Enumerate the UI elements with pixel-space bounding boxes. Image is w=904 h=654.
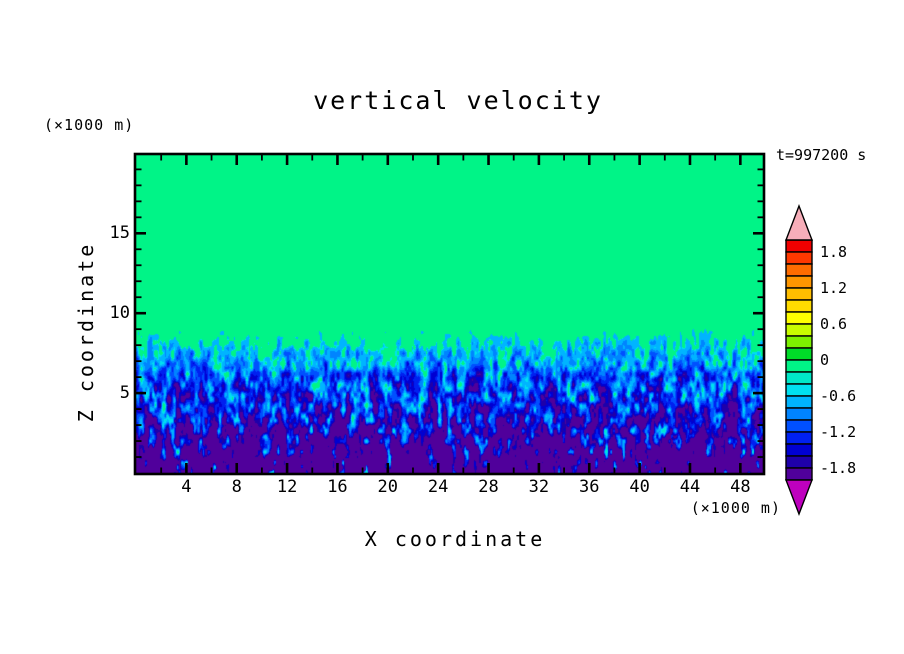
colorbar-box bbox=[785, 323, 813, 337]
x-tick-label: 40 bbox=[629, 477, 650, 497]
colorbar-box bbox=[785, 275, 813, 289]
plot-title: vertical velocity bbox=[313, 86, 603, 115]
x-tick-label: 28 bbox=[478, 477, 499, 497]
x-tick-label: 12 bbox=[276, 477, 298, 497]
x-tick-label: 20 bbox=[377, 477, 399, 497]
colorbar-box bbox=[785, 359, 813, 373]
colorbar-box bbox=[785, 287, 813, 301]
colorbar-tick-label: -1.2 bbox=[820, 423, 857, 441]
colorbar-tick-label: -0.6 bbox=[820, 387, 857, 405]
colorbar-under-arrow bbox=[784, 479, 814, 516]
colorbar-box bbox=[785, 239, 813, 253]
colorbar-tick-label: 0 bbox=[820, 351, 830, 369]
x-axis-title: X coordinate bbox=[364, 527, 546, 551]
colorbar-tick-label: -1.8 bbox=[820, 459, 857, 477]
x-tick-label: 48 bbox=[730, 477, 751, 497]
colorbar-box bbox=[785, 431, 813, 445]
colorbar-box bbox=[785, 455, 813, 469]
colorbar-box bbox=[785, 347, 813, 361]
colorbar-tick-label: 1.8 bbox=[820, 243, 848, 261]
colorbar-tick-label: 1.2 bbox=[820, 279, 848, 297]
x-tick-label: 32 bbox=[528, 477, 550, 497]
colorbar-box bbox=[785, 335, 813, 349]
colorbar-box bbox=[785, 311, 813, 325]
colorbar-box bbox=[785, 371, 813, 385]
colorbar-over-arrow bbox=[784, 204, 814, 241]
y-axis-unit-label: (×1000 m) bbox=[44, 116, 135, 134]
colorbar-box bbox=[785, 467, 813, 481]
vertical-velocity-heatmap bbox=[136, 155, 763, 473]
x-tick-label: 8 bbox=[231, 477, 242, 497]
x-axis-unit-label: (×1000 m) bbox=[690, 499, 781, 517]
x-tick-label: 24 bbox=[427, 477, 449, 497]
y-tick-label: 5 bbox=[119, 383, 130, 404]
x-tick-label: 36 bbox=[579, 477, 600, 497]
colorbar-box bbox=[785, 251, 813, 265]
colorbar-box bbox=[785, 299, 813, 313]
colorbar-box bbox=[785, 395, 813, 409]
x-tick-label: 4 bbox=[181, 477, 192, 497]
colorbar-tick-label: 0.6 bbox=[820, 315, 848, 333]
timestamp-label: t=997200 s bbox=[776, 146, 867, 164]
x-tick-label: 44 bbox=[679, 477, 701, 497]
colorbar-box bbox=[785, 407, 813, 421]
colorbar-box bbox=[785, 383, 813, 397]
colorbar-box bbox=[785, 263, 813, 277]
colorbar-box bbox=[785, 419, 813, 433]
y-tick-label: 15 bbox=[109, 223, 130, 244]
colorbar-box bbox=[785, 443, 813, 457]
y-tick-label: 10 bbox=[109, 303, 130, 324]
x-tick-label: 16 bbox=[327, 477, 348, 497]
y-axis-title: Z coordinate bbox=[74, 241, 98, 423]
